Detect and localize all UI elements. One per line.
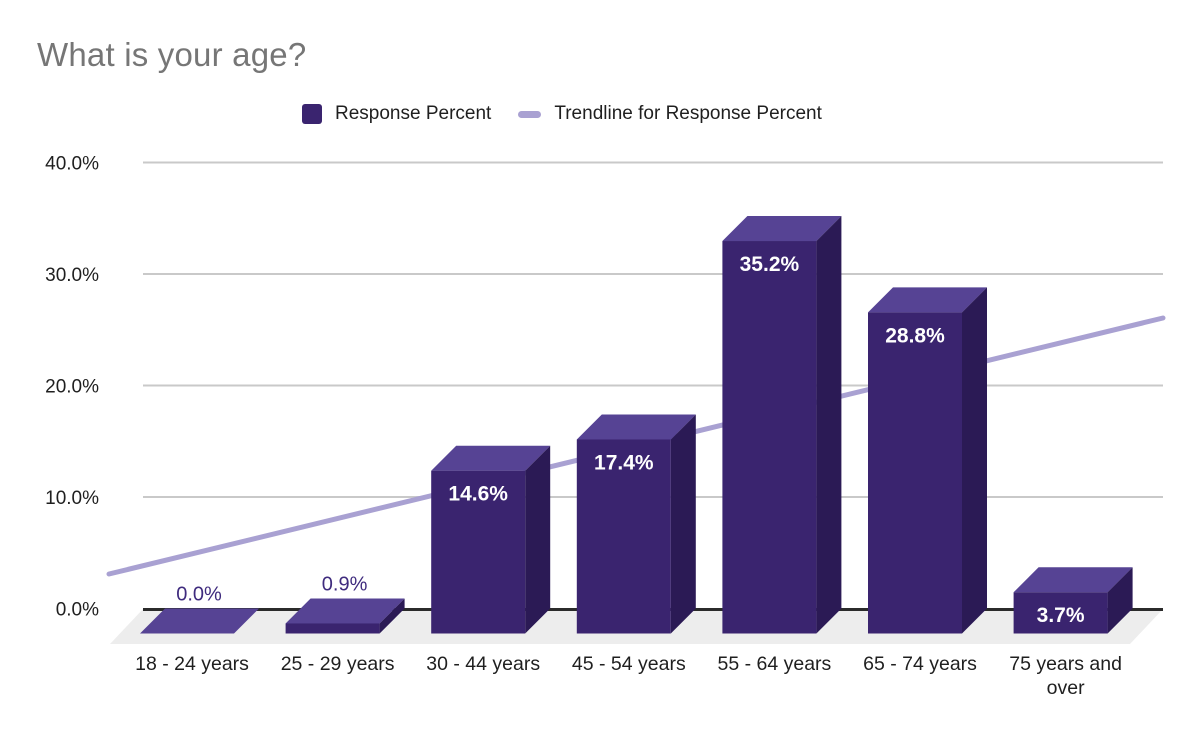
category-label: 55 - 64 years (717, 653, 831, 675)
series-swatch-icon (302, 104, 322, 124)
category-label: 30 - 44 years (426, 653, 540, 675)
bar-side-face (816, 216, 842, 634)
bar-side-face (525, 445, 551, 634)
bar-value-label: 0.9% (322, 573, 368, 595)
trendline-swatch-icon (518, 110, 542, 118)
category-label: 45 - 54 years (572, 653, 686, 675)
bar (722, 241, 817, 634)
bar-top-face (868, 287, 987, 313)
bar-value-label: 0.0% (176, 584, 222, 606)
bar (1013, 592, 1108, 634)
category-label: 75 years and (1009, 653, 1122, 675)
bar-top-face (576, 414, 696, 440)
y-tick-label: 0.0% (56, 600, 99, 621)
y-tick-label: 20.0% (45, 377, 99, 398)
bar (576, 439, 671, 634)
chart-title: What is your age? (37, 36, 307, 73)
y-tick-label: 30.0% (45, 265, 99, 286)
bar (140, 608, 259, 634)
legend-series-label: Response Percent (335, 103, 492, 124)
bar (285, 623, 380, 634)
bar-value-label: 35.2% (740, 253, 800, 276)
category-label: over (1047, 677, 1085, 699)
bar-value-label: 28.8% (885, 324, 945, 347)
bar-top-face (285, 598, 405, 624)
bar-side-face (962, 287, 987, 634)
category-label: 25 - 29 years (281, 653, 395, 675)
category-label: 65 - 74 years (863, 653, 977, 675)
bar-value-label: 17.4% (594, 451, 654, 474)
bar (868, 312, 962, 634)
bar-value-label: 3.7% (1037, 604, 1085, 627)
legend-trendline-label: Trendline for Response Percent (554, 103, 822, 124)
y-tick-label: 40.0% (45, 154, 99, 175)
bar-side-face (379, 598, 405, 634)
category-label: 18 - 24 years (135, 653, 249, 675)
bar-top-face (1013, 567, 1133, 593)
bar (431, 470, 526, 634)
bar-side-face (1107, 567, 1133, 634)
y-tick-label: 10.0% (45, 488, 99, 509)
legend: Response Percent Trendline for Response … (302, 103, 822, 125)
bar-value-label: 14.6% (448, 483, 508, 506)
bar-side-face (670, 414, 696, 634)
bar-top-face (431, 445, 551, 471)
bar-top-face (722, 216, 842, 242)
